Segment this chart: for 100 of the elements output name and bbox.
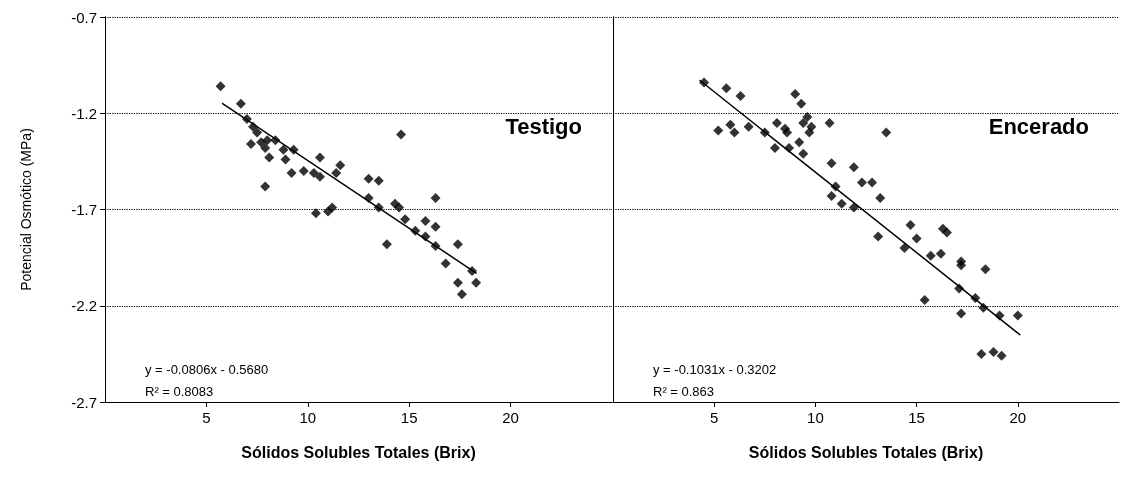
point: [798, 117, 809, 128]
point: [848, 202, 859, 213]
point: [310, 208, 321, 219]
point: [899, 243, 910, 253]
x-tick-label: 20: [1009, 409, 1027, 426]
point: [721, 83, 732, 94]
point: [935, 248, 946, 259]
point: [331, 167, 342, 178]
point: [314, 171, 325, 182]
point: [994, 310, 1005, 321]
annotation: Testigo: [505, 113, 582, 139]
point: [452, 239, 463, 250]
point: [420, 216, 431, 227]
point: [314, 152, 325, 163]
point: [381, 239, 392, 250]
point: [836, 198, 847, 209]
annotation: R² = 0.8083: [145, 384, 214, 399]
point: [881, 127, 892, 138]
point: [769, 142, 780, 153]
point: [735, 90, 746, 101]
y-tick-label: -2.7: [71, 393, 97, 411]
point: [956, 308, 967, 319]
point: [452, 277, 463, 288]
point: [430, 192, 441, 203]
point: [954, 283, 965, 294]
point: [373, 175, 384, 186]
x-tick-label: 15: [400, 409, 418, 426]
point: [743, 121, 754, 132]
point: [802, 112, 813, 123]
point: [925, 250, 936, 261]
point: [396, 129, 407, 140]
point: [956, 260, 967, 271]
y-tick-label: -2.2: [71, 297, 97, 315]
point: [771, 117, 782, 128]
point: [867, 177, 878, 188]
point: [941, 227, 952, 238]
point: [725, 119, 736, 130]
point: [260, 142, 271, 153]
x-tick-label: 10: [299, 409, 317, 426]
point: [430, 241, 441, 252]
point: [729, 127, 740, 138]
x-tick-label: 10: [807, 409, 824, 426]
point: [430, 221, 441, 232]
point: [830, 181, 841, 192]
point: [308, 167, 319, 178]
point: [278, 144, 289, 155]
x-axis-title: Sólidos Solubles Totales (Brix): [241, 443, 476, 461]
y-tick-label: -1.2: [71, 104, 97, 122]
point: [467, 266, 478, 277]
annotation: y = -0.1031x - 0.3202: [653, 362, 777, 377]
point: [241, 114, 252, 125]
point: [988, 346, 999, 357]
x-axis-title: Sólidos Solubles Totales (Brix): [748, 443, 984, 461]
y-axis-title: Potencial Osmótico (MPa): [18, 128, 34, 291]
point: [978, 302, 989, 313]
point: [790, 89, 801, 99]
point: [420, 231, 431, 242]
point: [363, 173, 374, 184]
point: [394, 202, 405, 213]
point: [976, 348, 987, 359]
point: [248, 121, 259, 132]
point: [264, 152, 275, 163]
point: [856, 177, 867, 188]
x-tick-label: 5: [202, 409, 211, 426]
point: [400, 214, 411, 225]
point: [270, 135, 281, 146]
y-tick-label: -1.7: [71, 201, 97, 218]
point: [327, 202, 338, 213]
annotation: y = -0.0806x - 0.5680: [145, 362, 269, 377]
point: [824, 117, 835, 128]
annotation: R² = 0.863: [653, 384, 715, 399]
point: [970, 293, 981, 304]
point: [262, 135, 273, 146]
point: [826, 191, 837, 202]
point: [288, 144, 299, 155]
point: [919, 294, 930, 305]
x-tick-label: 20: [502, 409, 519, 426]
annotation: Encerado: [988, 113, 1090, 139]
point: [298, 166, 309, 176]
point: [215, 81, 226, 92]
point: [235, 98, 246, 109]
point: [260, 181, 271, 192]
point: [335, 160, 346, 171]
point: [905, 219, 916, 230]
point: [782, 127, 793, 138]
x-tick-label: 5: [710, 409, 719, 426]
point: [373, 202, 384, 213]
point: [410, 225, 421, 236]
point: [759, 127, 770, 138]
point: [713, 125, 724, 136]
point: [280, 154, 291, 165]
point: [699, 77, 710, 88]
x-tick-label: 15: [908, 409, 925, 426]
point: [1012, 310, 1023, 321]
point: [875, 192, 886, 203]
point: [848, 162, 859, 173]
point: [826, 158, 837, 169]
point: [456, 289, 467, 300]
point: [873, 231, 884, 242]
point: [471, 277, 482, 288]
